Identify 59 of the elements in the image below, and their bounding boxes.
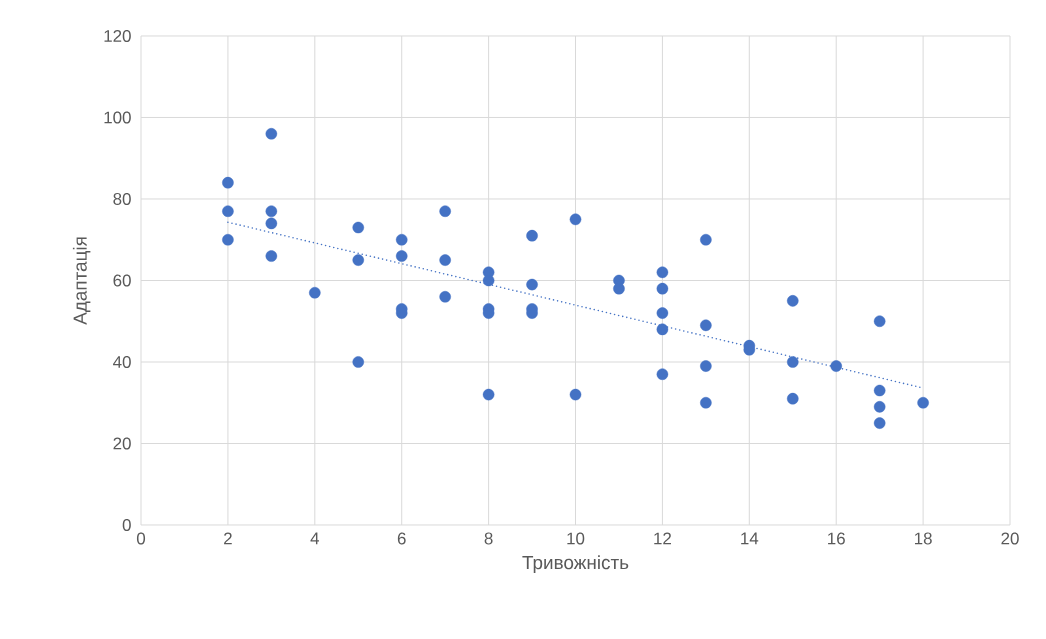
y-tick-label: 40 — [113, 355, 131, 368]
x-tick-label: 10 — [567, 532, 585, 545]
x-tick-label: 6 — [397, 532, 406, 545]
point — [439, 254, 451, 266]
point — [439, 291, 451, 303]
point — [700, 233, 712, 246]
point — [786, 295, 799, 307]
point — [265, 250, 278, 262]
y-tick-label: 80 — [113, 192, 131, 205]
point — [700, 319, 712, 332]
point — [873, 417, 886, 429]
point — [395, 233, 408, 246]
point — [873, 315, 886, 328]
x-tick-label: 16 — [828, 532, 845, 545]
point — [265, 217, 278, 230]
x-tick-label: 20 — [1001, 532, 1019, 545]
y-tick-label: 120 — [104, 29, 131, 42]
x-tick-label: 12 — [654, 532, 671, 545]
x-tick-label: 14 — [741, 532, 759, 545]
point — [309, 286, 321, 299]
point — [917, 396, 929, 409]
point — [439, 205, 451, 217]
point — [352, 221, 365, 234]
point — [700, 360, 712, 372]
point — [526, 278, 538, 291]
point — [526, 229, 538, 242]
point — [352, 356, 365, 368]
point — [569, 388, 582, 401]
point — [222, 205, 234, 217]
point — [265, 128, 278, 140]
point — [569, 213, 582, 226]
point — [482, 388, 495, 401]
y-tick-label: 0 — [122, 518, 131, 531]
x-tick-label: 4 — [310, 532, 320, 545]
point — [873, 401, 886, 413]
point — [656, 282, 669, 295]
point — [656, 307, 669, 319]
x-tick-label: 0 — [136, 532, 146, 545]
point — [222, 233, 234, 246]
x-tick-label: 8 — [484, 532, 493, 545]
point — [656, 266, 669, 279]
point — [786, 356, 799, 368]
y-tick-label: 20 — [113, 437, 131, 450]
y-tick-label: 60 — [113, 274, 131, 287]
point — [786, 392, 799, 405]
point — [656, 368, 669, 380]
point — [352, 254, 365, 266]
point — [265, 205, 278, 217]
point — [656, 323, 669, 336]
point — [700, 396, 712, 409]
point — [395, 250, 408, 262]
point — [873, 384, 886, 397]
y-axis-title: Адаптація — [72, 237, 91, 325]
x-tick-label: 18 — [914, 532, 932, 545]
x-tick-label: 2 — [224, 532, 232, 545]
y-tick-label: 100 — [104, 111, 131, 124]
point — [222, 176, 234, 189]
x-axis-title: Тривожність — [522, 555, 629, 573]
point — [830, 360, 842, 372]
